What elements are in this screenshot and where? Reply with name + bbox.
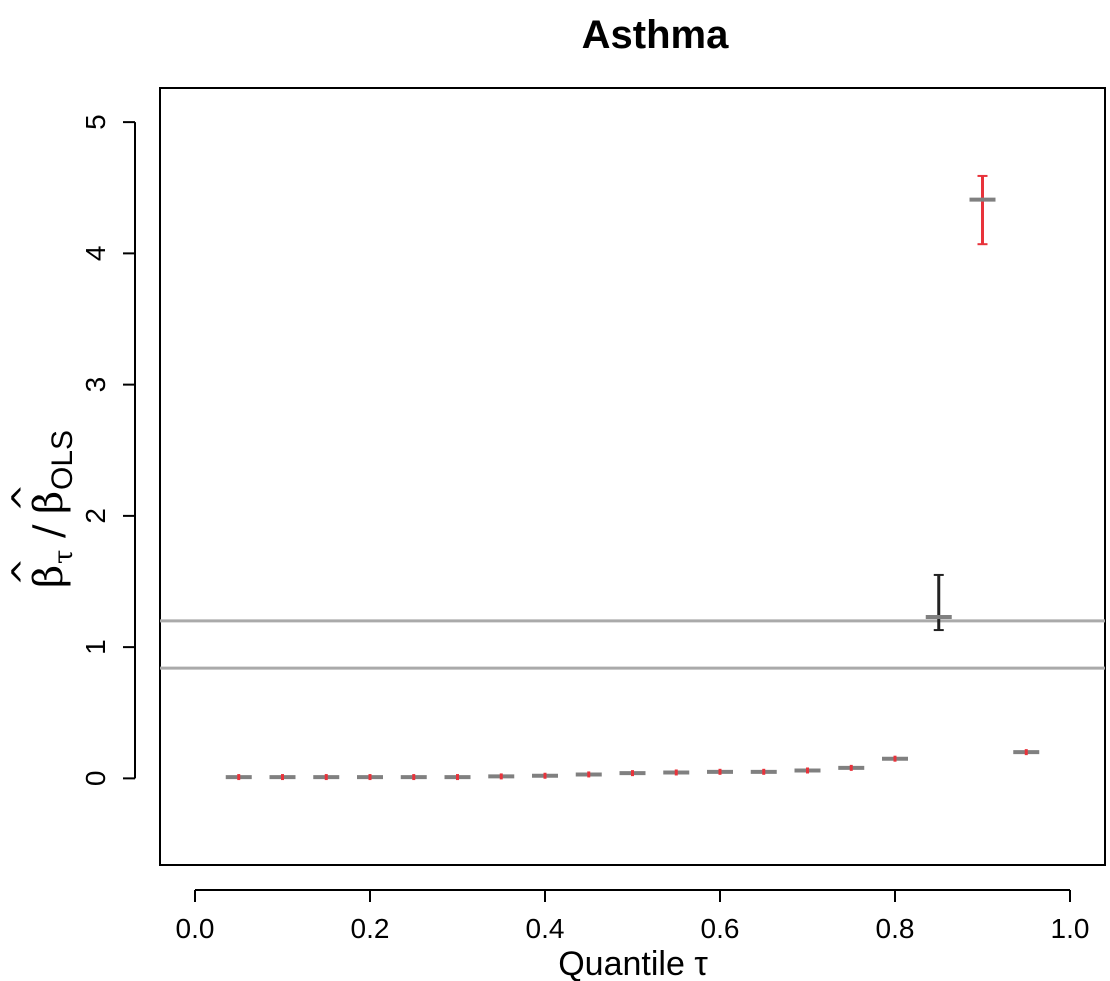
y-axis-label: β τ ^ / β ^ OLS (5, 430, 79, 588)
point-8 (575, 771, 602, 778)
y-label-beta-ols: β (26, 491, 72, 514)
x-tick-label-2: 0.4 (526, 913, 565, 944)
point-14 (838, 764, 865, 771)
y-label-ols-sub: OLS (46, 430, 79, 490)
y-label-hat-1: ^ (5, 558, 45, 587)
x-tick-label-4: 0.8 (876, 913, 915, 944)
x-axis: 0.0 0.2 0.4 0.6 0.8 1.0 (176, 889, 1090, 944)
point-6 (488, 773, 515, 780)
y-label-hat-2: ^ (5, 484, 45, 513)
chart-title: Asthma (582, 13, 729, 57)
y-tick-label-1: 1 (80, 639, 111, 655)
point-2 (313, 774, 340, 781)
y-tick-label-3: 3 (80, 377, 111, 393)
point-12 (750, 768, 777, 775)
point-16 (925, 573, 952, 632)
x-tick-label-5: 1.0 (1051, 913, 1090, 944)
point-7 (532, 772, 558, 779)
x-tick-label-0: 0.0 (176, 913, 215, 944)
point-17 (969, 174, 996, 246)
x-tick-label-1: 0.2 (351, 913, 390, 944)
point-0 (225, 774, 252, 781)
point-18 (1013, 749, 1040, 756)
y-label-tau-sub: τ (49, 550, 79, 564)
point-9 (619, 770, 646, 777)
point-1 (269, 774, 296, 781)
y-tick-label-2: 2 (80, 508, 111, 524)
point-5 (444, 774, 471, 781)
y-label-beta-tau: β (26, 565, 72, 588)
y-tick-label-5: 5 (80, 114, 111, 130)
y-tick-label-4: 4 (80, 246, 111, 262)
y-axis: 0 1 2 3 4 5 (80, 114, 136, 787)
reference-lines (160, 619, 1105, 670)
x-tick-label-3: 0.6 (701, 913, 740, 944)
point-3 (357, 774, 383, 781)
point-10 (663, 769, 690, 776)
point-15 (882, 755, 908, 762)
estimate-points (225, 174, 1040, 781)
y-tick-label-0: 0 (80, 771, 111, 787)
plot-frame (159, 87, 1106, 866)
x-axis-label: Quantile τ (558, 945, 708, 981)
y-label-slash: / (26, 524, 72, 538)
point-13 (794, 767, 821, 774)
point-4 (400, 774, 427, 781)
point-11 (707, 768, 733, 775)
